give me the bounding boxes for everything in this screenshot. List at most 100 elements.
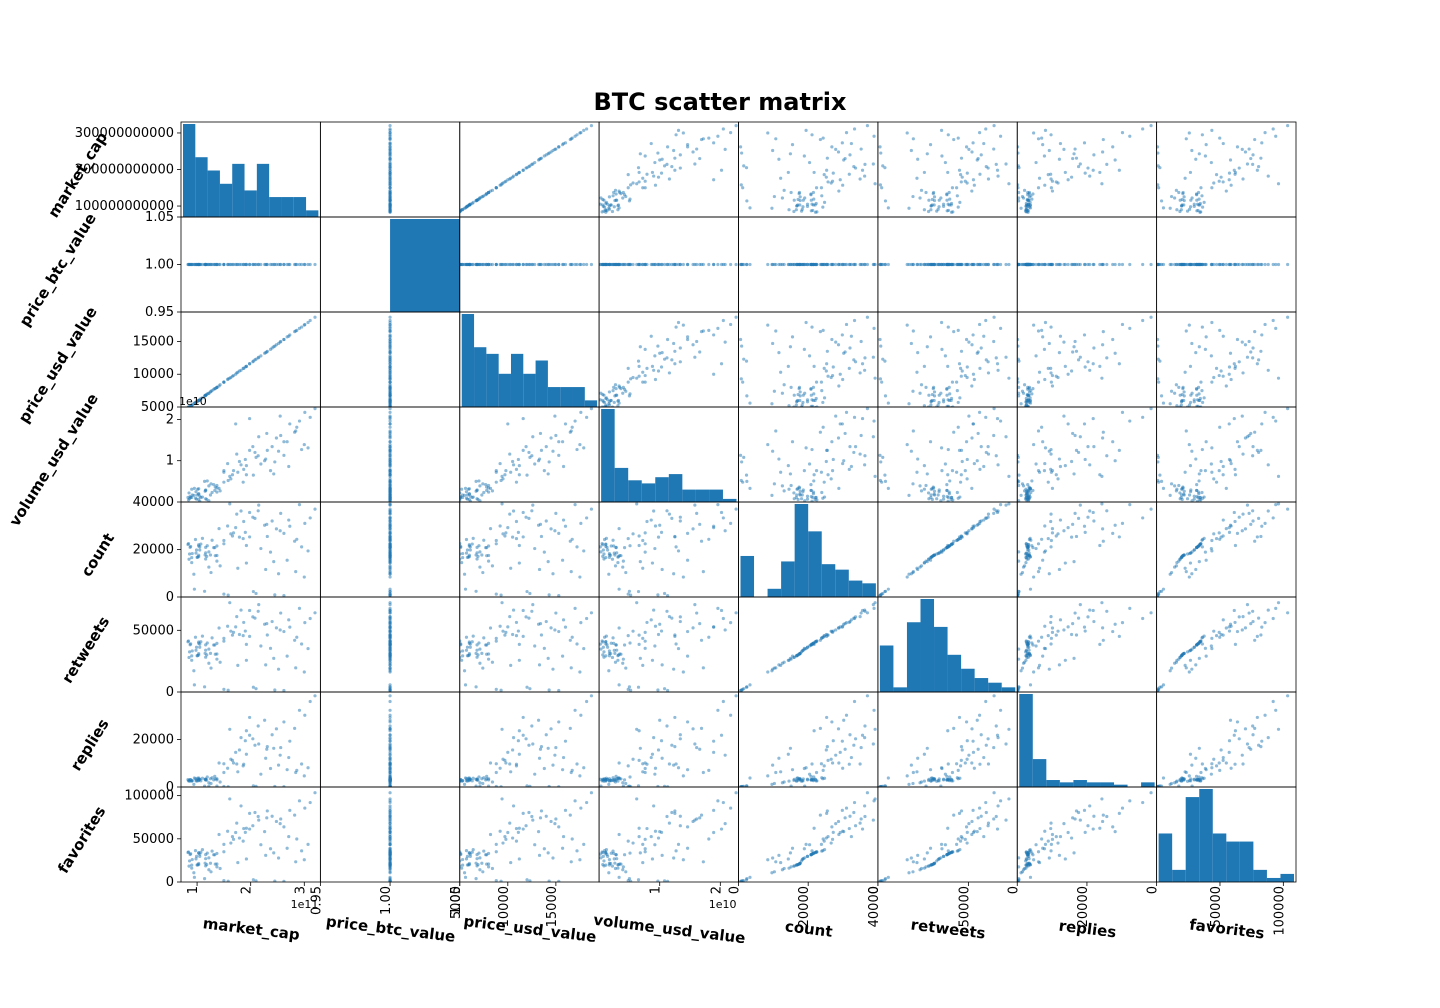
scatter-point (1041, 143, 1045, 147)
scatter-point (1017, 190, 1021, 195)
scatter-point (860, 168, 865, 172)
scatter-point (621, 565, 625, 569)
scatter-point (388, 325, 392, 329)
scatter-point (1036, 542, 1041, 546)
scatter-point (1253, 137, 1257, 142)
scatter-point (302, 262, 306, 267)
scatter-point (837, 189, 841, 193)
scatter-point (388, 133, 392, 137)
scatter-point (1027, 648, 1031, 652)
scatter-point (388, 168, 392, 172)
scatter-point (1054, 473, 1058, 477)
scatter-point (1199, 542, 1203, 546)
hist-bar (256, 163, 270, 217)
panel-volume_usd_value-vs-market_cap (180, 406, 321, 503)
scatter-point (579, 713, 583, 717)
panel-replies-vs-count (738, 691, 879, 788)
scatter-point (610, 778, 615, 782)
scatter-point (199, 542, 203, 546)
scatter-point (995, 168, 1000, 172)
scatter-point (919, 188, 924, 192)
scatter-point (672, 667, 676, 671)
scatter-point (209, 482, 213, 486)
scatter-point (231, 531, 236, 535)
scatter-point (940, 347, 944, 351)
scatter-point (843, 262, 847, 267)
scatter-point (272, 345, 276, 349)
scatter-point (462, 493, 467, 497)
hist-bar (306, 210, 319, 217)
scatter-point (626, 784, 630, 787)
scatter-point (1082, 262, 1087, 267)
scatter-point (958, 200, 962, 204)
scatter-point (235, 452, 239, 456)
scatter-point (308, 415, 312, 419)
scatter-point (463, 587, 468, 591)
scatter-point (972, 766, 976, 770)
scatter-point (388, 350, 392, 354)
scatter-point (1260, 625, 1264, 629)
scatter-point (678, 166, 682, 170)
scatter-point (802, 347, 806, 351)
scatter-point (721, 616, 725, 621)
scatter-point (1259, 534, 1263, 539)
scatter-point (1286, 262, 1290, 267)
panel-price_btc_value-vs-market_cap (180, 216, 321, 313)
scatter-point (1091, 416, 1095, 421)
scatter-point (1197, 560, 1201, 564)
scatter-point (881, 357, 885, 361)
scatter-point (388, 200, 392, 204)
scatter-point (1049, 545, 1053, 549)
scatter-point (251, 784, 255, 787)
scatter-point (1111, 262, 1115, 267)
scatter-point (656, 369, 661, 373)
scatter-point (463, 486, 468, 490)
scatter-point (960, 175, 964, 179)
scatter-point (1058, 141, 1063, 146)
scatter-point (821, 328, 825, 332)
scatter-point (388, 545, 392, 549)
scatter-point (222, 480, 226, 484)
scatter-point (226, 624, 230, 628)
hist-bar (572, 387, 585, 407)
scatter-point (945, 193, 949, 197)
scatter-point (771, 341, 775, 346)
scatter-point (959, 374, 963, 378)
scatter-point (1078, 603, 1082, 607)
scatter-point (599, 784, 603, 787)
scatter-point (514, 536, 519, 541)
scatter-point (777, 157, 781, 161)
scatter-point (955, 380, 959, 384)
scatter-point (388, 400, 392, 405)
scatter-point (674, 545, 678, 549)
scatter-point (1027, 553, 1032, 558)
scatter-point (916, 567, 920, 572)
scatter-point (1101, 430, 1105, 434)
scatter-point (388, 347, 392, 351)
scatter-point (1243, 527, 1248, 531)
scatter-point (478, 784, 482, 787)
scatter-point (1174, 660, 1178, 664)
scatter-point (984, 699, 988, 704)
scatter-point (1251, 445, 1255, 449)
scatter-point (1078, 355, 1082, 359)
scatter-point (1040, 328, 1044, 332)
scatter-point (601, 203, 605, 207)
scatter-point (1183, 176, 1187, 180)
scatter-point (1255, 634, 1259, 638)
scatter-point (873, 376, 877, 380)
scatter-point (554, 745, 558, 750)
hist-bar (232, 163, 245, 217)
scatter-point (626, 366, 630, 370)
scatter-point (228, 474, 232, 478)
scatter-point (609, 203, 613, 207)
scatter-point (222, 784, 226, 787)
scatter-point (1197, 775, 1201, 779)
scatter-point (204, 488, 208, 492)
scatter-point (626, 186, 630, 190)
scatter-point (922, 170, 926, 175)
scatter-point (1184, 329, 1188, 333)
scatter-point (998, 326, 1003, 330)
scatter-point (265, 431, 269, 436)
scatter-point (1188, 658, 1193, 662)
